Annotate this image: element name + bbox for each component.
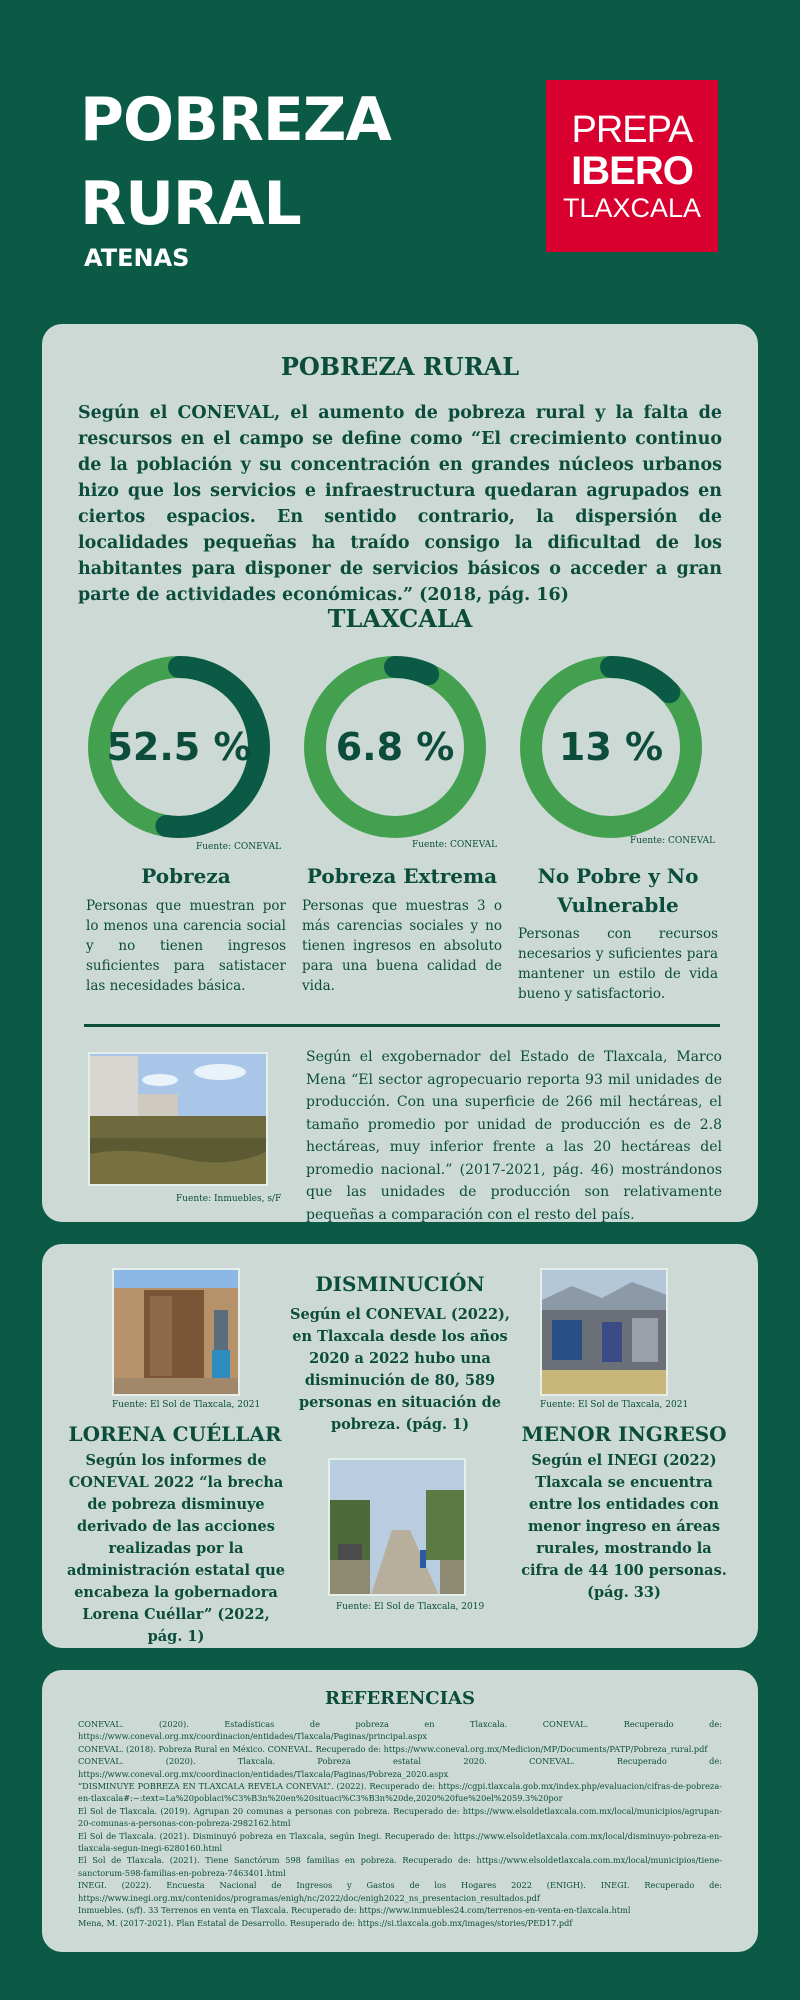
menor-ingreso-text: Según el INEGI (2022) Tlaxcala se encuen… [521,1452,727,1601]
stat-title: Pobreza [141,864,231,888]
references-list: CONEVAL. (2020). Estadísticas de pobreza… [78,1718,722,1929]
donut-chart-no-pobre: 13 % [518,654,704,840]
logo-line-2: IBERO [571,148,694,193]
tlaxcala-heading: TLAXCALA [327,604,473,633]
photo-source: Fuente: Inmuebles, s/F [176,1194,282,1204]
logo-line-1: PREPA [571,108,693,151]
reference-item: El Sol de Tlaxcala. (2021). Tiene Sanctó… [78,1855,722,1878]
lorena-text: Según los informes de CONEVAL 2022 “la b… [67,1452,285,1645]
menor-ingreso-title: MENOR INGRESO [521,1422,727,1446]
donut-value: 52.5 % [106,725,252,769]
logo-line-3: TLAXCALA [562,192,702,223]
stat-title: No Pobre y No Vulnerable [537,864,699,917]
stat-description: Personas que muestras 3 o más carencias … [302,898,502,994]
divider [84,1024,720,1027]
page-subtitle: ATENAS [84,244,190,272]
stat-description: Personas con recursos necesarios y sufic… [518,926,718,1002]
donut-arc-no-pobre [520,656,702,838]
donut-source: Fuente: CONEVAL [412,840,498,850]
page-title: POBREZA RURAL [80,78,392,246]
poverty-card: POBREZA RURAL Según el CONEVAL, el aumen… [42,324,758,1223]
adobe-house-photo [112,1268,240,1396]
donut-arc-pobreza [88,656,270,838]
donut-source: Fuente: CONEVAL [630,836,716,846]
stat-title: Pobreza Extrema [306,864,498,888]
reference-item: CONEVAL. (2018). Pobreza Rural en México… [78,1743,708,1754]
street-photo [328,1458,466,1596]
references-card: REFERENCIAS CONEVAL. (2020). Estadística… [42,1670,758,1952]
donut-chart-pobreza-extrema: 6.8 % [302,654,488,840]
lorena-title: LORENA CUÉLLAR [68,1422,282,1446]
reference-item: CONEVAL. (2020). Estadísticas de pobreza… [78,1719,722,1742]
donut-source: Fuente: CONEVAL [196,842,282,852]
photo-source: Fuente: El Sol de Tlaxcala, 2021 [540,1400,689,1410]
stat-description: Personas que muestran por lo menos una c… [86,898,286,994]
section-title: POBREZA RURAL [280,352,520,381]
reference-item: “DISMINUYE POBREZA EN TLAXCALA REVELA CO… [78,1781,722,1804]
land-photo [88,1052,268,1186]
donut-value: 6.8 % [335,725,455,769]
reference-item: INEGI. (2022). Encuesta Nacional de Ingr… [78,1880,722,1903]
disminucion-title: DISMINUCIÓN [315,1272,485,1296]
donut-arc-pobreza-extrema [304,656,486,838]
exgobernador-paragraph: Según el exgobernador del Estado de Tlax… [306,1049,722,1223]
title-line-2: RURAL [80,169,302,239]
disminucion-text: Según el CONEVAL (2022), en Tlaxcala des… [290,1306,510,1433]
reference-item: Mena, M. (2017-2021). Plan Estatal de De… [78,1917,573,1928]
prepa-ibero-logo: PREPA IBERO TLAXCALA [546,80,718,252]
shack-photo [540,1268,668,1396]
reference-item: CONEVAL. (2020). Tlaxcala. Pobreza estat… [78,1756,722,1779]
donut-chart-pobreza: 52.5 % [86,654,272,840]
intro-paragraph: Según el CONEVAL, el aumento de pobreza … [78,403,722,605]
photo-source: Fuente: El Sol de Tlaxcala, 2019 [336,1602,485,1612]
reference-item: El Sol de Tlaxcala. (2021). Disminuyó po… [78,1830,722,1854]
reference-item: Inmuebles. (s/f). 33 Terrenos en venta e… [78,1905,631,1916]
photo-source: Fuente: El Sol de Tlaxcala, 2021 [112,1400,261,1410]
disminucion-card: Fuente: El Sol de Tlaxcala, 2021 DISMINU… [42,1244,758,1648]
references-title: REFERENCIAS [324,1688,476,1709]
donut-value: 13 % [558,725,664,769]
reference-item: El Sol de Tlaxcala. (2019). Agrupan 20 c… [78,1805,722,1829]
title-line-1: POBREZA [80,85,392,155]
